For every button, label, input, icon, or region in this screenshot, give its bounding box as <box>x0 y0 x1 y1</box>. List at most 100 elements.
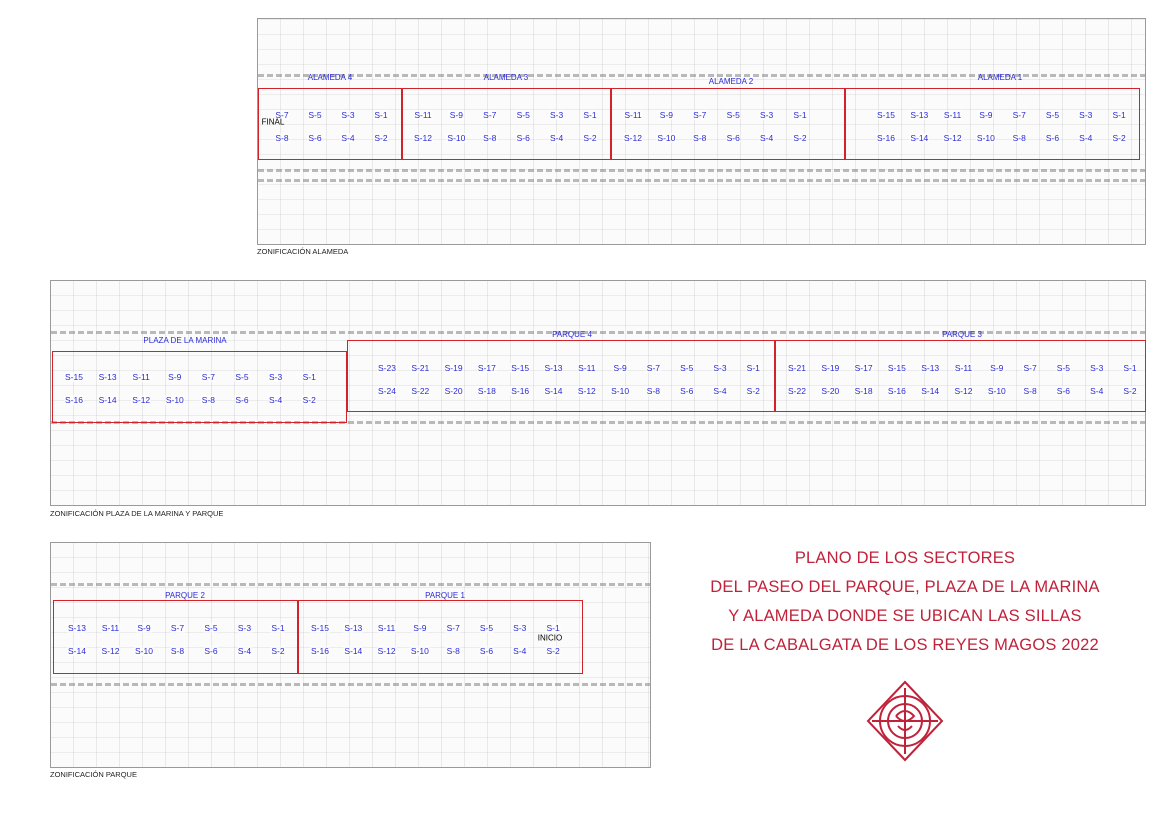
sector-label[interactable]: S-1 <box>373 110 389 120</box>
sector-label[interactable]: S-14 <box>920 386 941 396</box>
sector-zone-box[interactable] <box>775 340 1146 412</box>
sector-label[interactable]: S-7 <box>692 110 708 120</box>
sector-label[interactable]: S-2 <box>545 646 561 656</box>
sector-label[interactable]: S-6 <box>725 133 741 143</box>
sector-label[interactable]: S-11 <box>953 363 974 373</box>
sector-label[interactable]: S-2 <box>582 133 598 143</box>
sector-label[interactable]: S-5 <box>234 372 250 382</box>
sector-label[interactable]: S-16 <box>876 133 896 143</box>
sector-label[interactable]: S-10 <box>656 133 677 143</box>
sector-label[interactable]: S-21 <box>787 363 807 373</box>
sector-label[interactable]: S-20 <box>820 386 841 396</box>
sector-zone-box[interactable] <box>611 88 845 160</box>
sector-label[interactable]: S-1 <box>745 363 761 373</box>
sector-label[interactable]: S-10 <box>446 133 467 143</box>
sector-label[interactable]: S-16 <box>510 386 531 396</box>
sector-label[interactable]: S-17 <box>853 363 874 373</box>
sector-label[interactable]: S-9 <box>412 623 428 633</box>
sector-label[interactable]: S-13 <box>97 372 118 382</box>
sector-label[interactable]: S-20 <box>443 386 464 396</box>
sector-label[interactable]: S-16 <box>64 395 84 405</box>
sector-label[interactable]: S-6 <box>1055 386 1072 396</box>
sector-label[interactable]: S-4 <box>267 395 284 405</box>
sector-label[interactable]: S-5 <box>725 110 741 120</box>
sector-zone-box[interactable] <box>402 88 611 160</box>
sector-label[interactable]: S-19 <box>443 363 464 373</box>
sector-label[interactable]: S-21 <box>410 363 431 373</box>
sector-label[interactable]: S-13 <box>920 363 941 373</box>
sector-label[interactable]: S-13 <box>343 623 364 633</box>
sector-zone-box[interactable] <box>258 88 402 160</box>
sector-label[interactable]: S-18 <box>853 386 874 396</box>
sector-label[interactable]: S-4 <box>712 386 728 396</box>
sector-label[interactable]: S-16 <box>886 386 907 396</box>
sector-label[interactable]: S-2 <box>301 395 317 405</box>
sector-label[interactable]: S-12 <box>576 386 597 396</box>
sector-label[interactable]: S-14 <box>909 133 930 143</box>
sector-label[interactable]: S-8 <box>1022 386 1038 396</box>
sector-label[interactable]: S-7 <box>445 623 461 633</box>
sector-label[interactable]: S-18 <box>476 386 497 396</box>
sector-label[interactable]: S-2 <box>373 133 389 143</box>
sector-label[interactable]: S-6 <box>307 133 323 143</box>
sector-label[interactable]: S-6 <box>1044 133 1061 143</box>
sector-label[interactable]: S-19 <box>820 363 841 373</box>
sector-label[interactable]: S-11 <box>100 623 121 633</box>
sector-label[interactable]: S-6 <box>203 646 219 656</box>
sector-label[interactable]: S-2 <box>1122 386 1138 396</box>
sector-zone-box[interactable] <box>298 600 583 674</box>
sector-label[interactable]: S-15 <box>64 372 84 382</box>
sector-label[interactable]: S-3 <box>1078 110 1094 120</box>
sector-label[interactable]: S-24 <box>377 386 397 396</box>
sector-zone-box[interactable] <box>53 600 298 674</box>
sector-label[interactable]: S-11 <box>623 110 643 120</box>
sector-label[interactable]: S-8 <box>482 133 498 143</box>
sector-label[interactable]: S-14 <box>67 646 87 656</box>
sector-label[interactable]: S-7 <box>482 110 498 120</box>
sector-label[interactable]: S-4 <box>1078 133 1094 143</box>
sector-label[interactable]: S-11 <box>131 372 151 382</box>
sector-label[interactable]: S-14 <box>543 386 564 396</box>
sector-label[interactable]: S-9 <box>167 372 183 382</box>
sector-label[interactable]: S-9 <box>989 363 1005 373</box>
sector-label[interactable]: S-10 <box>134 646 154 656</box>
sector-label[interactable]: S-3 <box>267 372 284 382</box>
sector-label[interactable]: S-6 <box>478 646 495 656</box>
sector-label[interactable]: S-13 <box>67 623 87 633</box>
sector-label[interactable]: S-15 <box>310 623 330 633</box>
sector-label[interactable]: S-7 <box>200 372 217 382</box>
sector-label[interactable]: S-1 <box>1122 363 1138 373</box>
sector-label[interactable]: S-7 <box>645 363 662 373</box>
sector-label[interactable]: S-4 <box>548 133 565 143</box>
sector-label[interactable]: S-7 <box>1011 110 1027 120</box>
sector-label[interactable]: S-5 <box>1055 363 1072 373</box>
sector-label[interactable]: S-12 <box>131 395 152 405</box>
sector-label[interactable]: S-4 <box>236 646 253 656</box>
sector-label[interactable]: S-1 <box>582 110 598 120</box>
sector-label[interactable]: S-9 <box>612 363 628 373</box>
sector-label[interactable]: S-1 <box>301 372 317 382</box>
sector-label[interactable]: S-3 <box>236 623 253 633</box>
sector-label[interactable]: S-10 <box>409 646 430 656</box>
sector-label[interactable]: S-1 <box>1111 110 1127 120</box>
sector-label[interactable]: S-7 <box>1022 363 1038 373</box>
sector-label[interactable]: S-12 <box>953 386 974 396</box>
sector-label[interactable]: S-9 <box>978 110 994 120</box>
sector-label[interactable]: S-3 <box>548 110 565 120</box>
sector-label[interactable]: S-11 <box>942 110 963 120</box>
sector-label[interactable]: S-5 <box>203 623 219 633</box>
sector-label[interactable]: S-12 <box>376 646 397 656</box>
sector-label[interactable]: S-4 <box>758 133 775 143</box>
sector-label[interactable]: S-10 <box>610 386 631 396</box>
sector-label[interactable]: S-12 <box>413 133 433 143</box>
sector-label[interactable]: S-6 <box>679 386 695 396</box>
sector-label[interactable]: S-9 <box>448 110 465 120</box>
sector-label[interactable]: S-4 <box>340 133 356 143</box>
sector-label[interactable]: S-2 <box>1111 133 1127 143</box>
sector-label[interactable]: S-7 <box>274 110 290 120</box>
sector-label[interactable]: S-3 <box>758 110 775 120</box>
sector-label[interactable]: S-8 <box>1011 133 1027 143</box>
sector-label[interactable]: S-2 <box>270 646 286 656</box>
sector-label[interactable]: S-15 <box>510 363 531 373</box>
sector-label[interactable]: S-8 <box>645 386 662 396</box>
